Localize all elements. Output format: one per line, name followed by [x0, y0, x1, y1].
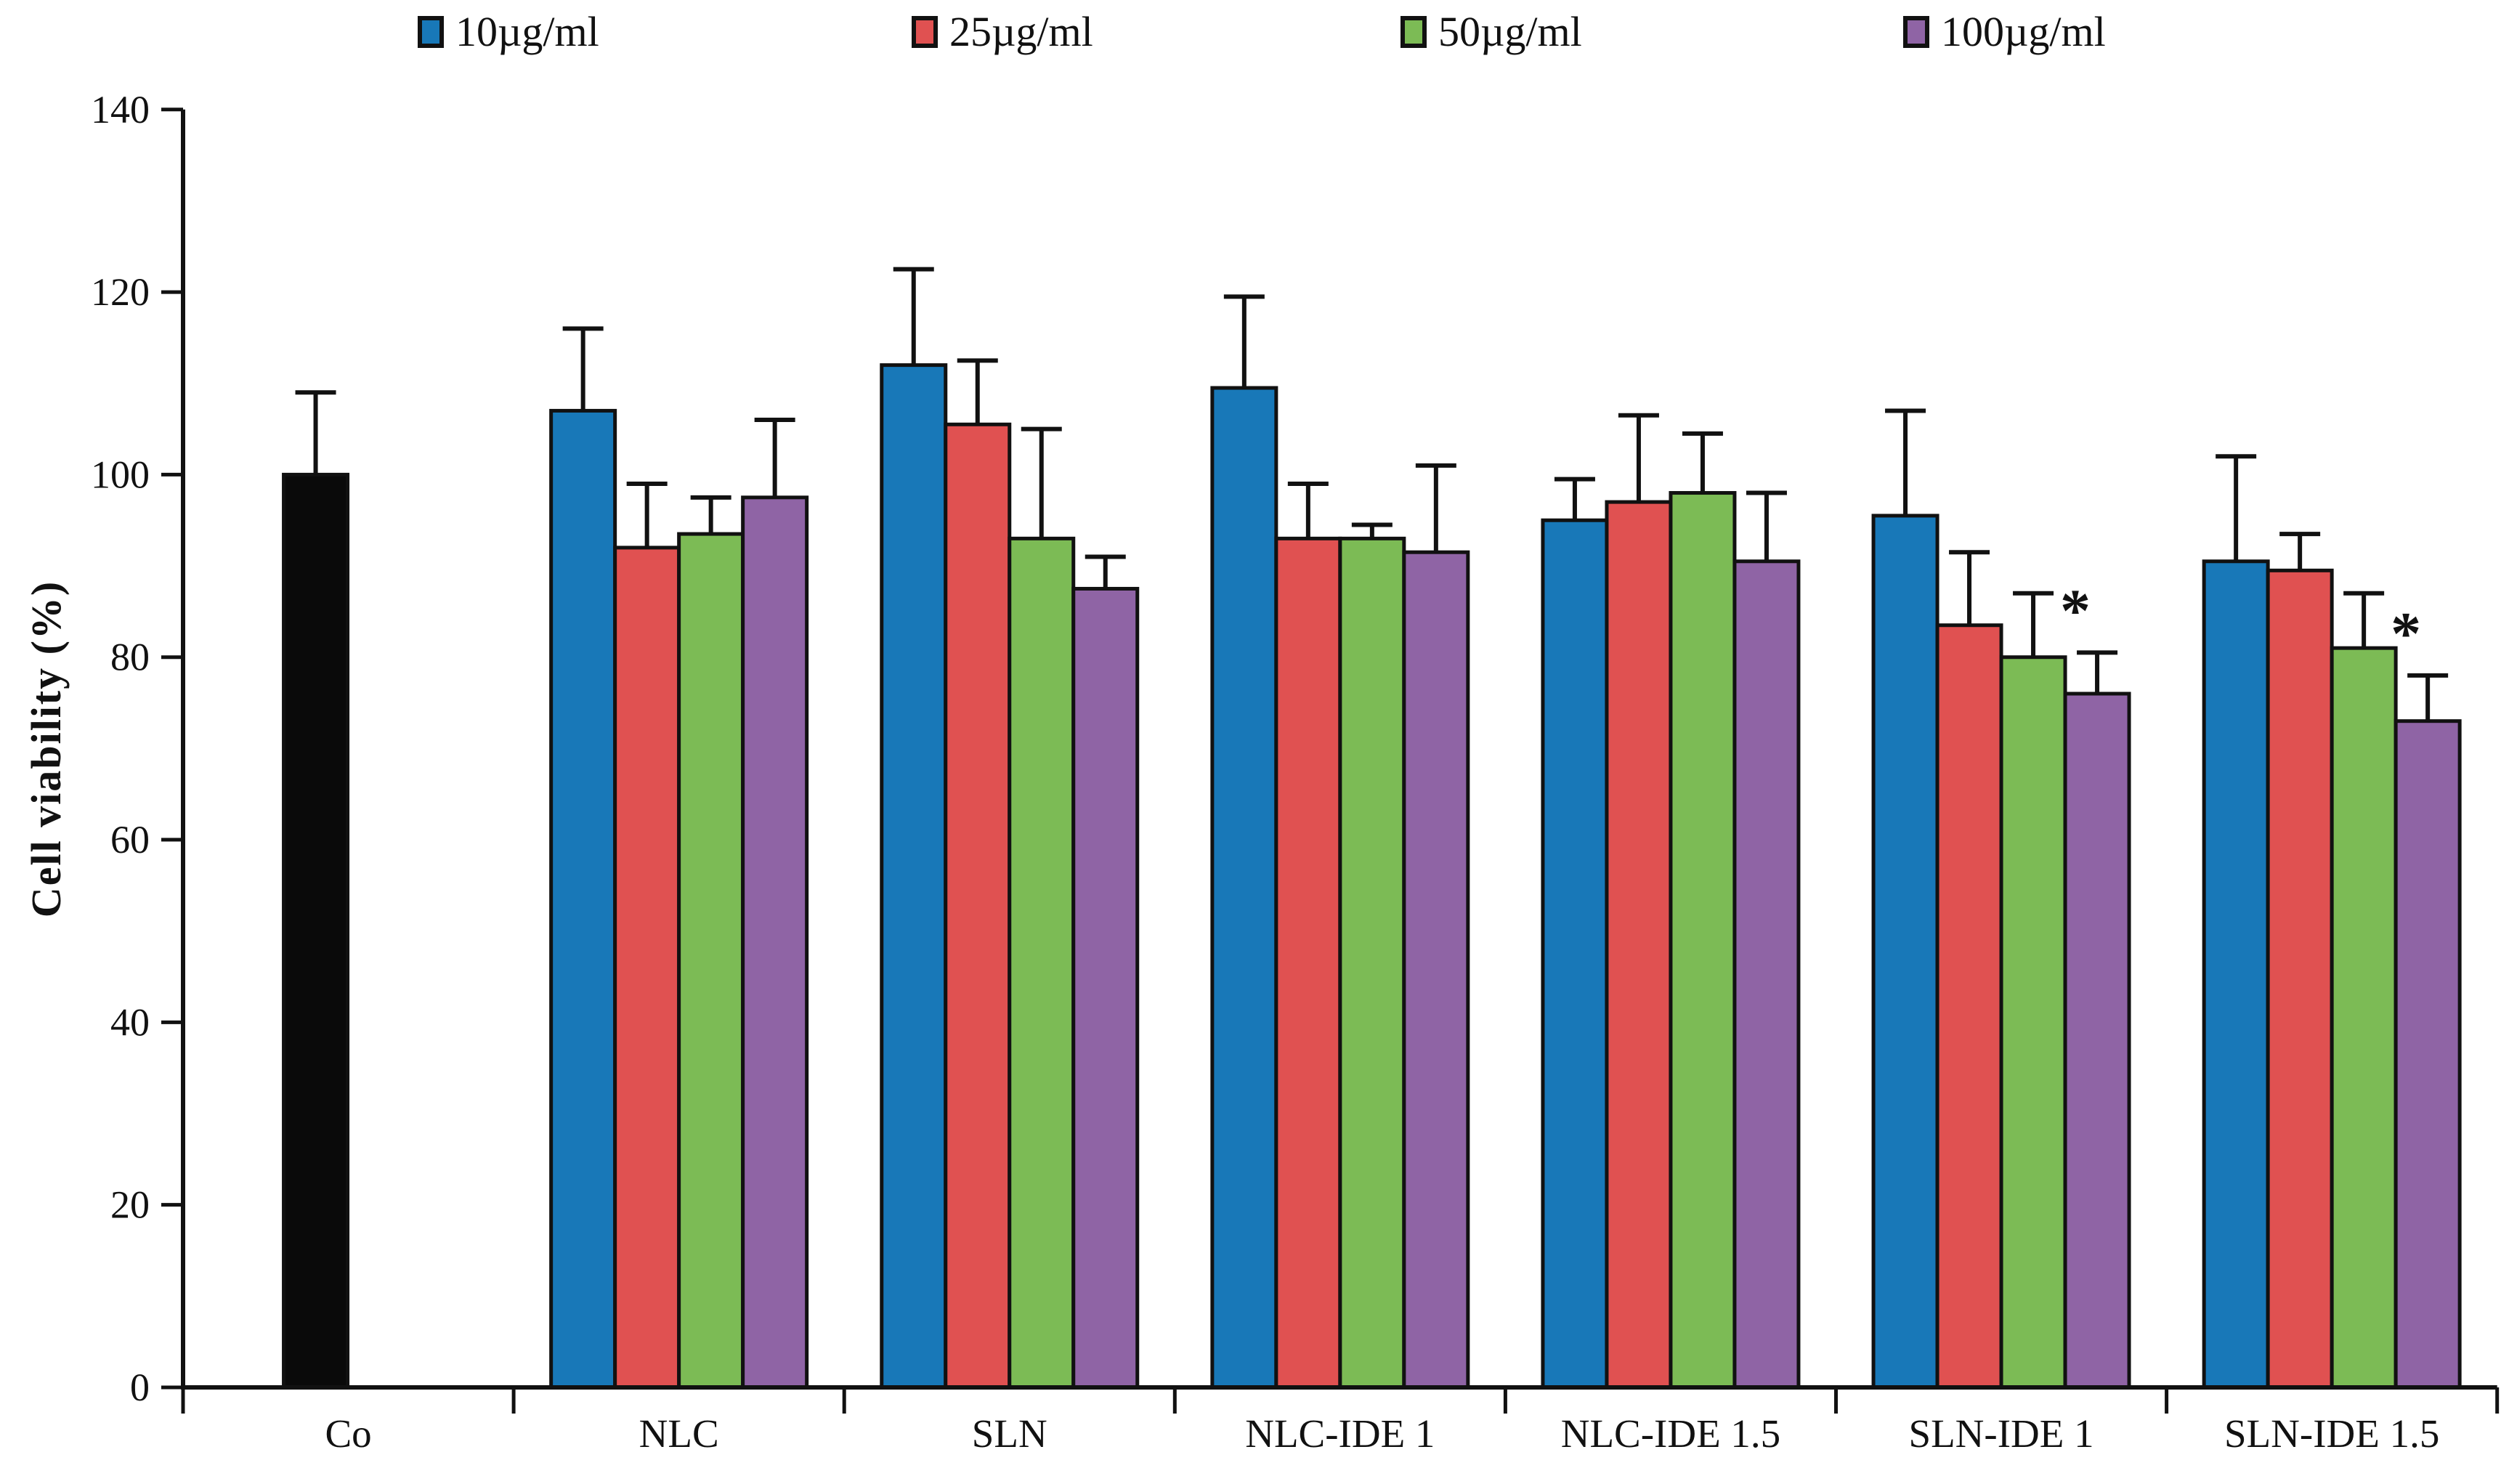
- y-tick-label: 20: [110, 1183, 150, 1227]
- bar-10µg/ml-NLC-IDE 1: [1210, 386, 1278, 1390]
- legend-item-100µg/ml: 100µg/ml: [1903, 9, 2106, 55]
- legend-label: 10µg/ml: [455, 8, 599, 55]
- legend-label: 50µg/ml: [1438, 8, 1582, 55]
- legend-item-25µg/ml: 25µg/ml: [912, 9, 1093, 55]
- bar-50µg/ml-SLN-IDE 1.5: [2330, 646, 2398, 1390]
- x-category-label: SLN-IDE 1.5: [2224, 1411, 2439, 1456]
- bar-100µg/ml-SLN: [1071, 586, 1140, 1390]
- bar-10µg/ml-SLN-IDE 1.5: [2202, 559, 2270, 1390]
- legend-swatch-icon: [1401, 16, 1427, 48]
- x-category-label: NLC-IDE 1.5: [1561, 1411, 1780, 1456]
- significance-asterisk: *: [2391, 600, 2421, 668]
- legend-item-10µg/ml: 10µg/ml: [418, 9, 599, 55]
- legend-item-50µg/ml: 50µg/ml: [1401, 9, 1582, 55]
- bar-10µg/ml-SLN-IDE 1: [1871, 514, 1939, 1390]
- bar-50µg/ml-NLC-IDE 1.5: [1669, 491, 1737, 1390]
- bar-25µg/ml-SLN-IDE 1: [1935, 623, 2003, 1390]
- y-tick-label: 100: [91, 453, 150, 496]
- significance-asterisk: *: [2060, 577, 2091, 644]
- legend-swatch-icon: [1903, 16, 1929, 48]
- bar-100µg/ml-NLC-IDE 1: [1402, 550, 1470, 1390]
- legend-label: 100µg/ml: [1941, 8, 2106, 55]
- bar-25µg/ml-NLC: [613, 546, 681, 1390]
- bar-Co-Co: [282, 472, 350, 1390]
- x-category-label: Co: [325, 1411, 371, 1456]
- legend-swatch-icon: [912, 16, 938, 48]
- bar-50µg/ml-SLN-IDE 1: [1999, 655, 2067, 1390]
- legend-label: 25µg/ml: [949, 8, 1093, 55]
- x-category-label: NLC-IDE 1: [1245, 1411, 1435, 1456]
- bar-50µg/ml-NLC-IDE 1: [1338, 536, 1406, 1390]
- y-tick-label: 60: [110, 818, 150, 861]
- x-category-label: SLN: [972, 1411, 1047, 1456]
- legend: 10µg/ml 25µg/ml 50µg/ml 100µg/ml: [0, 0, 2501, 94]
- y-tick-label: 40: [110, 1000, 150, 1044]
- bar-100µg/ml-SLN-IDE 1: [2063, 692, 2131, 1390]
- bar-25µg/ml-SLN-IDE 1.5: [2266, 568, 2334, 1390]
- bar-25µg/ml-NLC-IDE 1: [1274, 536, 1342, 1390]
- bar-50µg/ml-NLC: [677, 532, 745, 1390]
- bar-100µg/ml-NLC: [741, 495, 809, 1390]
- y-tick-label: 0: [130, 1366, 150, 1409]
- x-category-label: NLC: [639, 1411, 719, 1456]
- y-tick-label: 120: [91, 270, 150, 314]
- bar-100µg/ml-SLN-IDE 1.5: [2393, 719, 2462, 1390]
- bar-100µg/ml-NLC-IDE 1.5: [1732, 559, 1801, 1390]
- x-category-label: SLN-IDE 1: [1908, 1411, 2093, 1456]
- bar-10µg/ml-NLC: [549, 408, 617, 1390]
- legend-swatch-icon: [418, 16, 444, 48]
- bar-10µg/ml-NLC-IDE 1.5: [1541, 518, 1609, 1390]
- bar-25µg/ml-NLC-IDE 1.5: [1605, 500, 1673, 1390]
- y-tick-label: 80: [110, 636, 150, 679]
- y-tick-label: 140: [91, 88, 150, 131]
- bar-25µg/ml-SLN: [944, 422, 1012, 1390]
- bar-10µg/ml-SLN: [880, 363, 948, 1390]
- bar-50µg/ml-SLN: [1008, 536, 1076, 1390]
